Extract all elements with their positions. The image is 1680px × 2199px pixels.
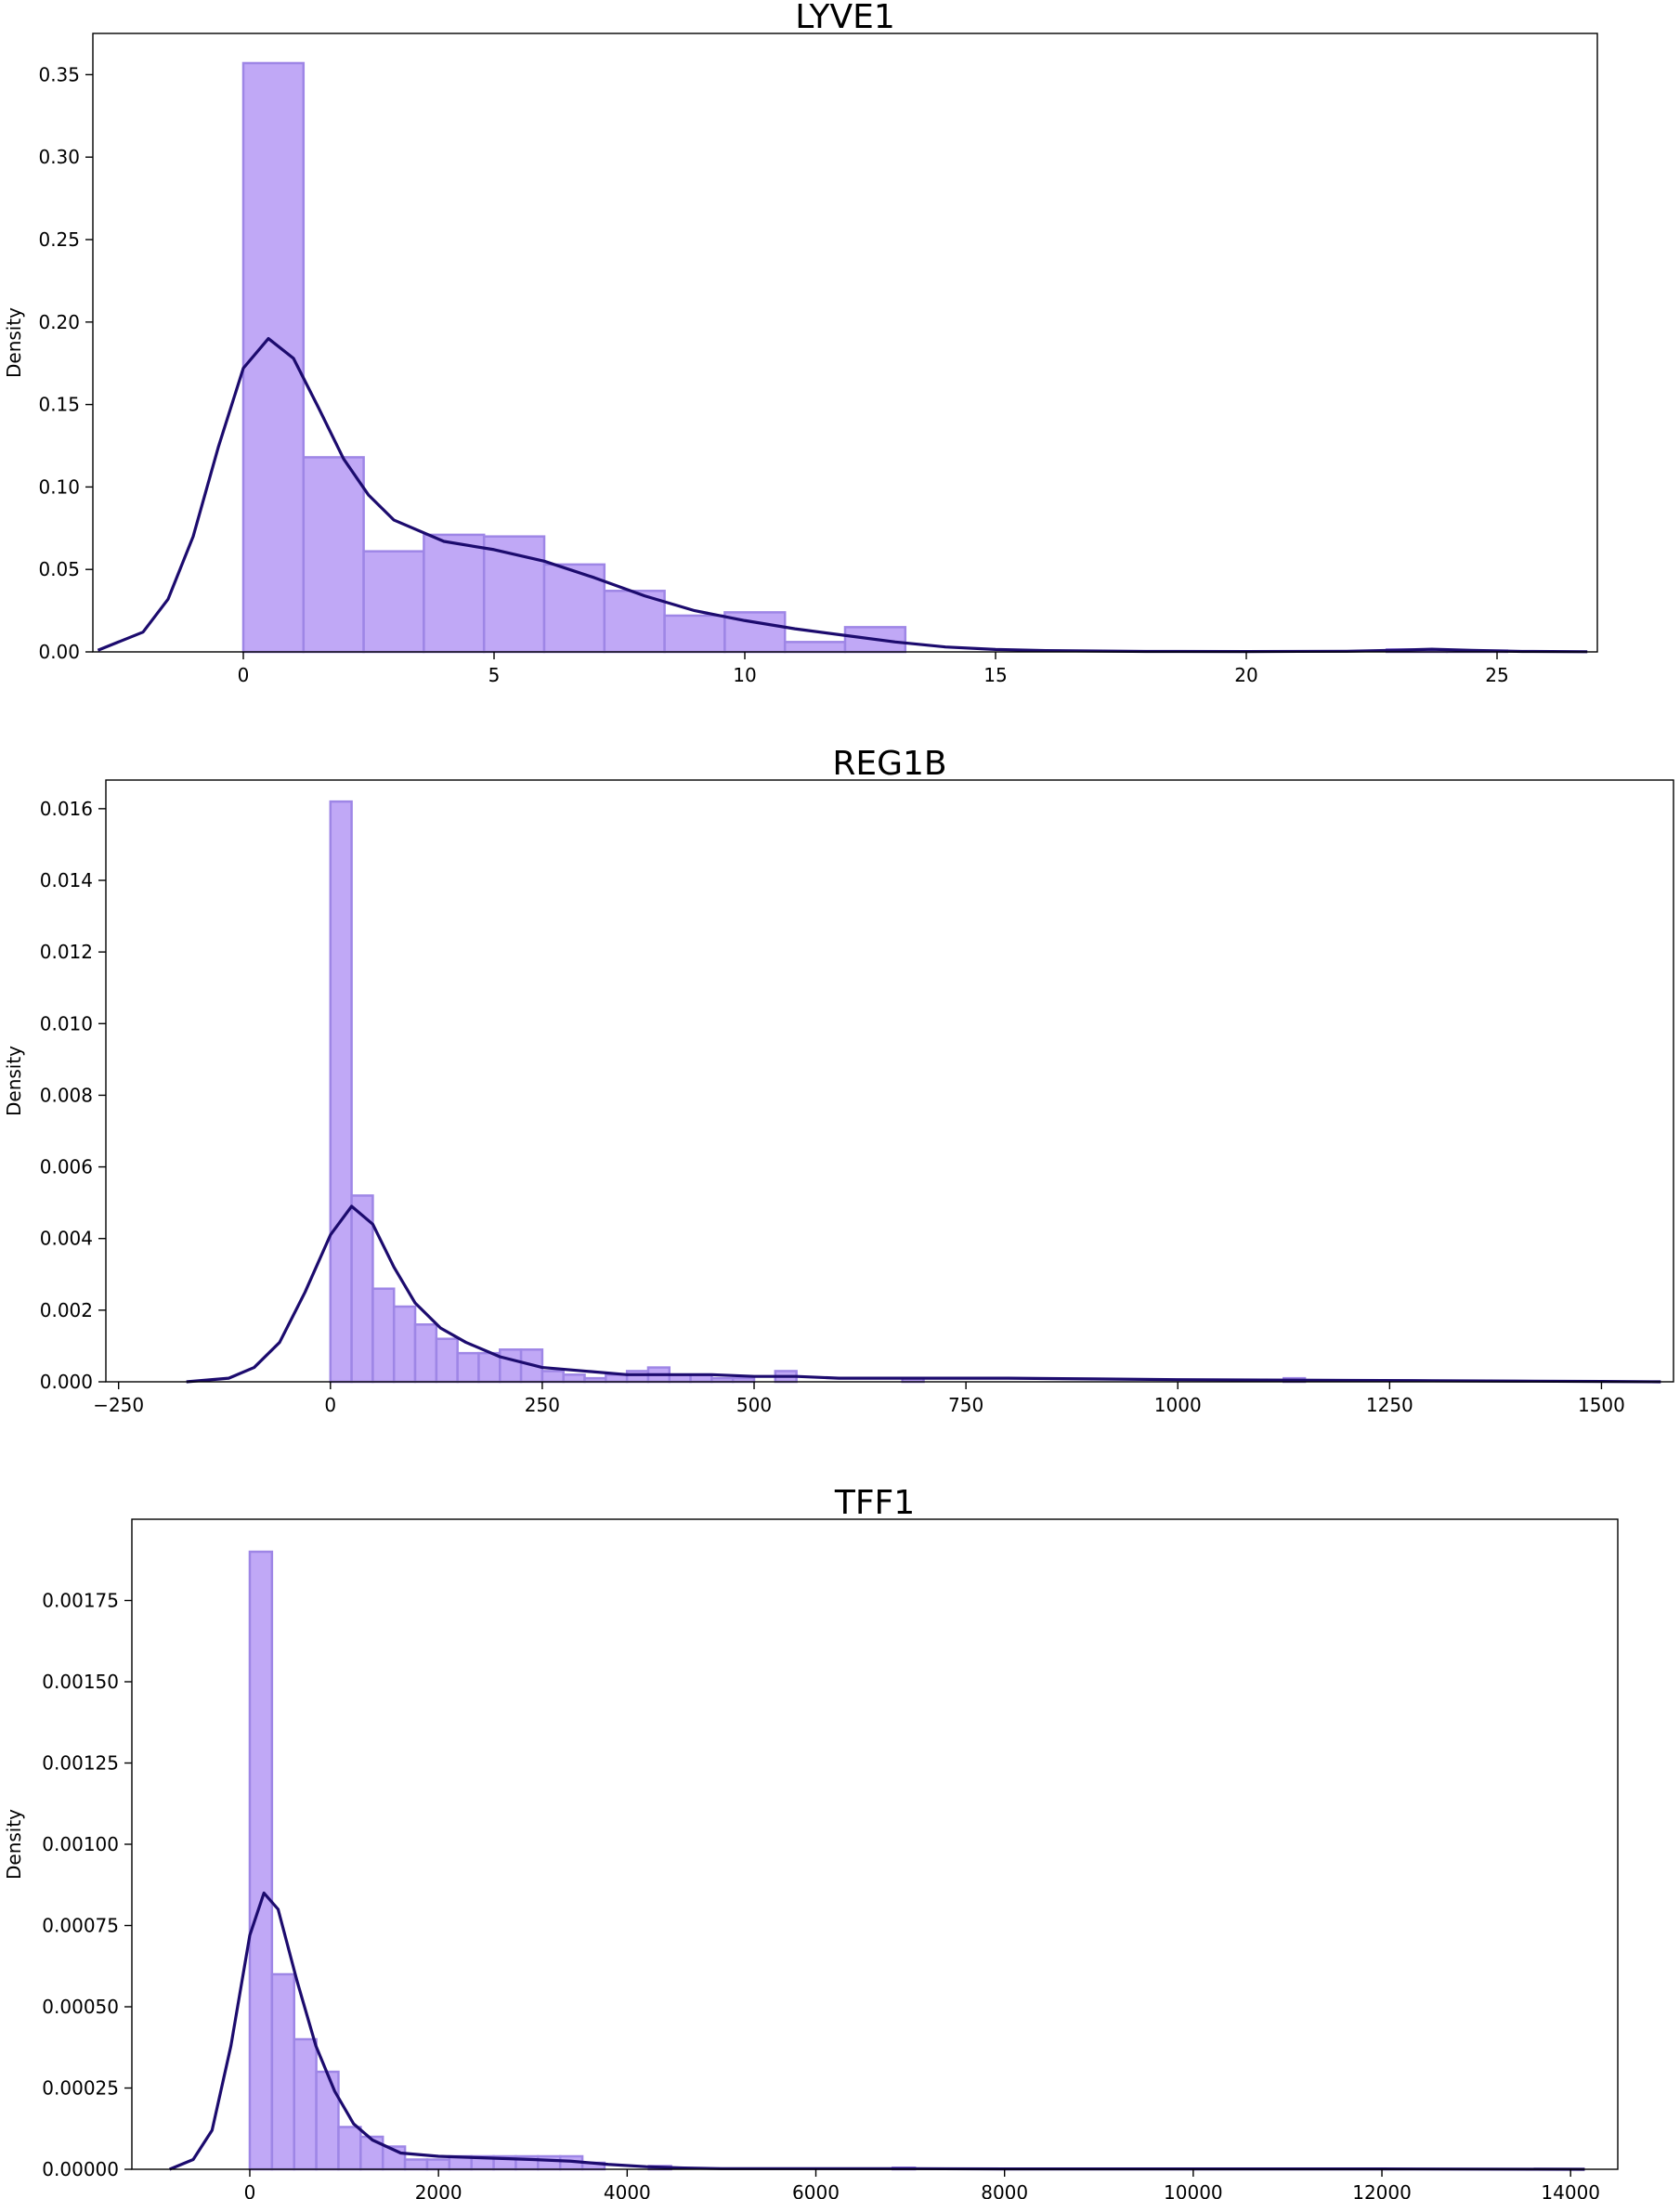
histogram-bar <box>540 1370 565 1384</box>
x-tick-label: 0 <box>324 1394 336 1416</box>
histogram-bar <box>499 1348 523 1384</box>
histogram-bar <box>413 1323 438 1384</box>
x-tick-label: 1000 <box>1154 1394 1202 1416</box>
y-tick-label: 0.00025 <box>42 2077 119 2100</box>
lyve1-panel: 0 5 10 15 20 25 0.00 0.05 0.10 0.15 0.20 0.25 0.30 0.… <box>3 0 1598 686</box>
y-tick-label: 0.002 <box>40 1299 93 1321</box>
kde-curve <box>169 1891 1585 2171</box>
histogram-bar <box>403 2158 429 2171</box>
histogram-bar <box>663 614 726 654</box>
y-tick-label: 0.00125 <box>42 1752 119 1775</box>
tff1-panel: 0 2000 4000 6000 8000 10000 12000 14000 0.00000 0… <box>3 1484 1619 2199</box>
x-tick-label: 1500 <box>1578 1394 1625 1416</box>
y-tick-label: 0.008 <box>40 1084 93 1106</box>
y-tick-label: 0.00075 <box>42 1915 119 1937</box>
plot-frame <box>105 779 1674 1383</box>
plot-frame <box>92 33 1598 653</box>
y-tick-label: 0.016 <box>40 798 93 820</box>
x-tick-label: 1250 <box>1366 1394 1413 1416</box>
x-tick-label: 6000 <box>792 2181 840 2199</box>
y-tick-label: 0.00150 <box>42 1671 119 1693</box>
y-tick-label: 0.30 <box>38 146 80 168</box>
histogram-bar <box>337 2126 362 2171</box>
y-tick-label: 0.014 <box>40 869 93 891</box>
y-tick-label: 0.004 <box>40 1228 93 1250</box>
x-tick-label: 20 <box>1234 664 1257 686</box>
y-tick-label: 0.05 <box>38 558 80 580</box>
y-tick-label: 0.25 <box>38 228 80 251</box>
x-tick-label: 0 <box>244 2181 256 2199</box>
y-tick-label: 0.00000 <box>42 2158 119 2180</box>
histogram-bar <box>625 1370 650 1384</box>
x-tick-label: 14000 <box>1541 2181 1600 2199</box>
chart-title: TFF1 <box>834 1484 915 1522</box>
x-tick-label: −250 <box>93 1394 144 1416</box>
y-tick-label: 0.010 <box>40 1012 93 1034</box>
histogram-bar <box>248 1550 274 2171</box>
chart-title: REG1B <box>832 745 946 783</box>
histogram-bar <box>392 1305 417 1384</box>
y-tick-label: 0.00100 <box>42 1833 119 1855</box>
histogram-bar <box>270 1972 295 2171</box>
y-tick-label: 0.10 <box>38 475 80 498</box>
x-tick-label: 500 <box>736 1394 772 1416</box>
y-axis-label: Density <box>3 307 25 378</box>
y-tick-label: 0.012 <box>40 941 93 963</box>
histogram-bar <box>371 1287 396 1384</box>
x-tick-label: 250 <box>525 1394 560 1416</box>
histogram-bar <box>315 2070 340 2171</box>
histogram-bar <box>477 1351 501 1384</box>
y-tick-label: 0.006 <box>40 1156 93 1178</box>
histogram-bar <box>362 550 425 654</box>
x-tick-label: 10000 <box>1164 2181 1223 2199</box>
y-axis-label: Density <box>3 1809 25 1880</box>
y-tick-label: 0.00 <box>38 641 80 663</box>
x-tick-label: 2000 <box>415 2181 462 2199</box>
x-tick-label: 25 <box>1485 664 1508 686</box>
chart-title: LYVE1 <box>795 0 895 36</box>
y-tick-label: 0.35 <box>38 63 80 85</box>
y-tick-label: 0.00175 <box>42 1590 119 1612</box>
y-axis-label: Density <box>3 1046 25 1116</box>
reg1b-panel: −250 0 250 500 750 1000 1250 1500 0.000 0.002 0.00… <box>3 745 1674 1416</box>
y-tick-label: 0.15 <box>38 394 80 416</box>
histogram-bar <box>350 1194 374 1384</box>
x-tick-label: 12000 <box>1352 2181 1412 2199</box>
x-tick-label: 15 <box>983 664 1007 686</box>
x-tick-label: 8000 <box>981 2181 1028 2199</box>
x-tick-label: 5 <box>488 664 501 686</box>
kde-curve <box>186 1204 1661 1384</box>
histogram-bar <box>456 1351 480 1384</box>
x-tick-label: 750 <box>948 1394 983 1416</box>
histogram-bar <box>435 1337 459 1384</box>
histogram-bar <box>562 1373 586 1384</box>
histogram-bar <box>423 533 486 654</box>
x-tick-label: 10 <box>733 664 756 686</box>
histogram-bar <box>302 456 365 654</box>
histogram-bar <box>329 800 353 1384</box>
x-tick-label: 4000 <box>604 2181 651 2199</box>
y-tick-label: 0.000 <box>40 1371 93 1393</box>
histogram-bar <box>425 2158 451 2171</box>
histogram-bar <box>783 641 847 654</box>
y-tick-label: 0.20 <box>38 311 80 333</box>
histogram-bar <box>537 2154 562 2171</box>
x-tick-label: 0 <box>238 664 250 686</box>
plot-frame <box>131 1518 1619 2170</box>
y-tick-label: 0.00050 <box>42 1996 119 2018</box>
histogram-bar <box>293 2037 318 2171</box>
